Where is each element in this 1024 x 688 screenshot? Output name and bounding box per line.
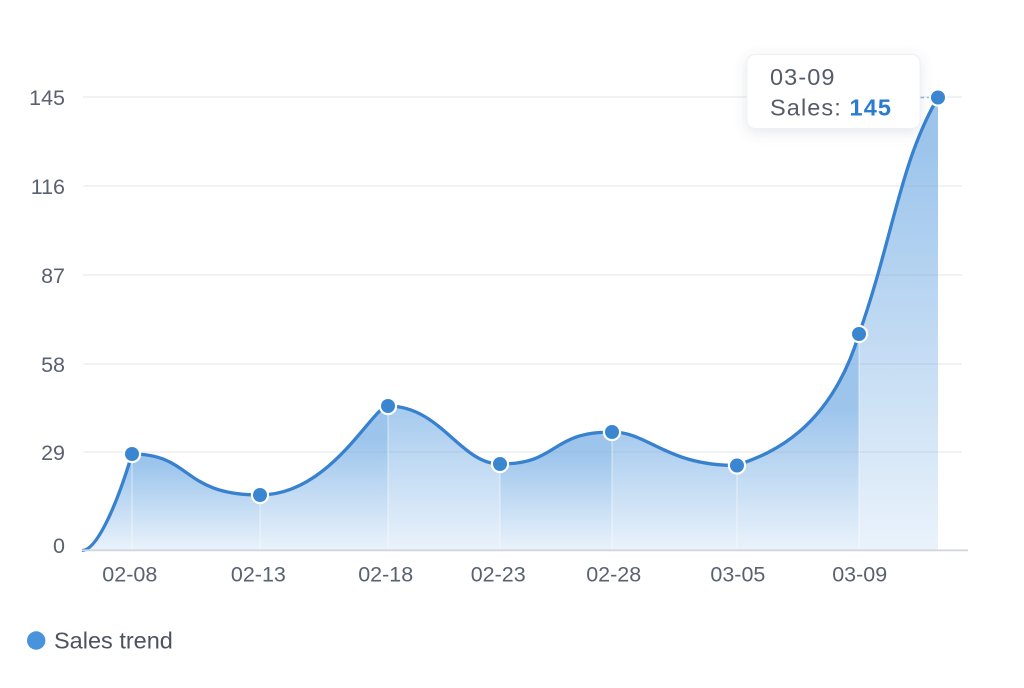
svg-text:02-18: 02-18 bbox=[358, 563, 413, 587]
svg-text:58: 58 bbox=[41, 353, 65, 377]
svg-text:02-08: 02-08 bbox=[102, 563, 157, 587]
svg-text:02-13: 02-13 bbox=[231, 563, 286, 587]
svg-text:116: 116 bbox=[31, 175, 65, 199]
svg-text:87: 87 bbox=[41, 264, 65, 288]
svg-text:03-09: 03-09 bbox=[832, 563, 887, 587]
svg-text:03-09: 03-09 bbox=[770, 64, 836, 90]
svg-text:0: 0 bbox=[53, 534, 65, 558]
svg-text:Sales: 145: Sales: 145 bbox=[770, 95, 892, 121]
svg-text:02-23: 02-23 bbox=[471, 563, 526, 587]
svg-text:29: 29 bbox=[41, 441, 65, 465]
svg-text:Sales trend: Sales trend bbox=[54, 628, 173, 654]
svg-text:03-05: 03-05 bbox=[710, 563, 765, 587]
svg-text:02-28: 02-28 bbox=[586, 563, 641, 587]
svg-text:145: 145 bbox=[29, 86, 65, 110]
